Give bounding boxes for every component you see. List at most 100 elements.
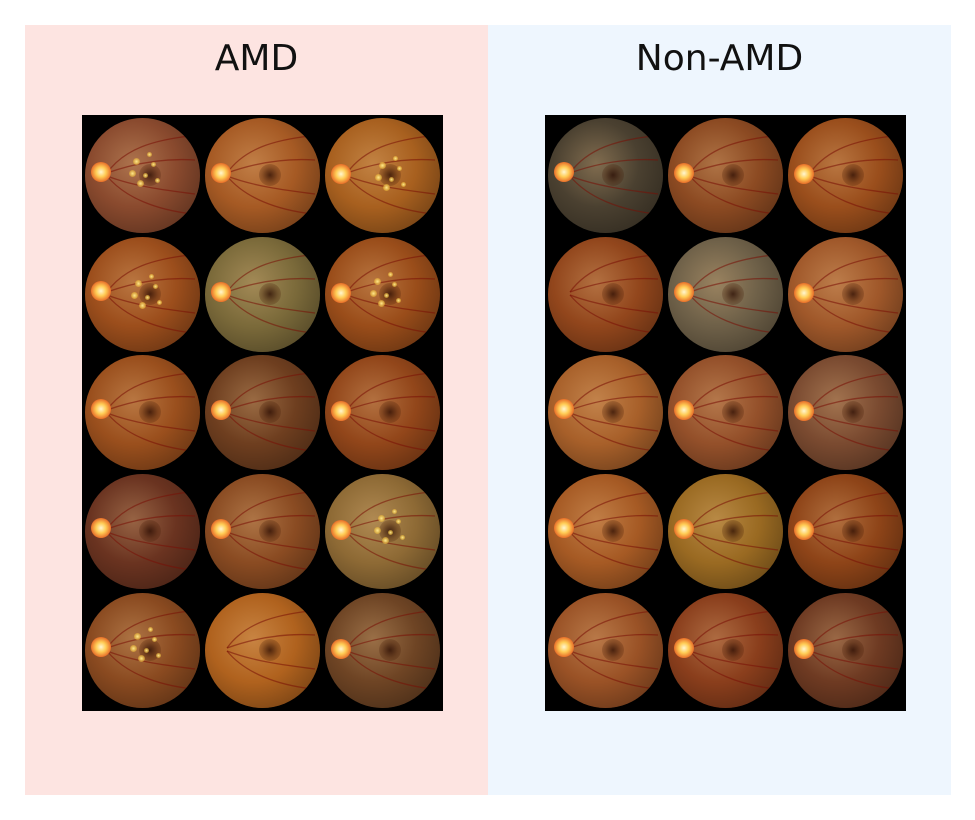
vessel bbox=[809, 531, 898, 551]
vessel bbox=[570, 175, 659, 195]
vessel bbox=[106, 531, 194, 571]
drusen-spot bbox=[144, 648, 150, 654]
vessel bbox=[570, 515, 659, 530]
vessel bbox=[689, 491, 774, 530]
amd-panel-title: AMD bbox=[214, 38, 299, 79]
vessel bbox=[106, 610, 191, 649]
macula bbox=[139, 520, 162, 543]
fundus-image-cell bbox=[547, 117, 665, 234]
vessel bbox=[226, 634, 316, 649]
fundus-photo bbox=[85, 117, 201, 233]
fundus-image-cell bbox=[323, 473, 441, 590]
drusen-spot bbox=[143, 172, 149, 178]
fundus-photo bbox=[85, 474, 201, 590]
vessel bbox=[106, 491, 191, 530]
macula bbox=[721, 163, 744, 186]
macula bbox=[258, 282, 281, 305]
drusen-spot bbox=[377, 515, 385, 523]
vessel bbox=[689, 158, 779, 174]
macula bbox=[139, 401, 162, 424]
vessel bbox=[809, 175, 896, 215]
fundus-image-cell bbox=[667, 236, 785, 353]
vessel bbox=[346, 650, 433, 690]
optic-disc bbox=[210, 281, 231, 302]
fundus-photo bbox=[204, 593, 320, 709]
drusen-spot bbox=[155, 177, 161, 183]
vessel bbox=[569, 531, 657, 571]
fundus-photo bbox=[204, 117, 320, 233]
drusen-spot bbox=[156, 653, 162, 659]
fundus-image-cell bbox=[204, 236, 322, 353]
amd-panel: AMD bbox=[25, 25, 488, 795]
vessel bbox=[346, 277, 435, 293]
fundus-photo bbox=[667, 474, 783, 590]
optic-disc bbox=[554, 518, 575, 539]
vessel bbox=[569, 135, 654, 174]
vessel bbox=[689, 413, 777, 453]
retinal-vessels bbox=[226, 372, 316, 453]
fundus-image-cell bbox=[667, 355, 785, 472]
vessel bbox=[226, 175, 316, 195]
vessel bbox=[346, 254, 430, 293]
optic-disc bbox=[673, 281, 694, 302]
fundus-photo bbox=[85, 355, 201, 471]
fundus-photo bbox=[548, 355, 664, 471]
fundus-image-cell bbox=[84, 236, 202, 353]
vessel bbox=[689, 412, 779, 433]
retinal-vessels bbox=[569, 135, 659, 215]
drusen-spot bbox=[152, 637, 158, 643]
macula bbox=[602, 282, 625, 305]
vessel bbox=[346, 531, 435, 551]
retinal-vessels bbox=[569, 610, 659, 690]
vessel bbox=[346, 491, 430, 530]
fundus-photo bbox=[667, 593, 783, 709]
vessel bbox=[809, 277, 898, 293]
drusen-spot bbox=[383, 292, 389, 298]
drusen-spot bbox=[395, 519, 401, 525]
fundus-photo bbox=[548, 117, 664, 233]
optic-disc bbox=[793, 639, 814, 660]
optic-disc bbox=[210, 162, 231, 183]
fundus-photo bbox=[204, 236, 320, 352]
fundus-image-cell bbox=[547, 592, 665, 709]
fundus-photo bbox=[667, 236, 783, 352]
macula bbox=[378, 639, 401, 662]
vessel bbox=[226, 531, 316, 551]
vessel bbox=[809, 294, 896, 334]
fundus-photo bbox=[787, 593, 903, 709]
optic-disc bbox=[554, 399, 575, 420]
vessel bbox=[226, 515, 316, 530]
fundus-photo bbox=[85, 593, 201, 709]
drusen-spot bbox=[373, 527, 381, 535]
vessel bbox=[106, 254, 191, 293]
vessel bbox=[809, 610, 893, 649]
drusen-spot bbox=[374, 173, 382, 181]
non-amd-panel-title: Non-AMD bbox=[635, 38, 804, 79]
drusen-spot bbox=[137, 179, 145, 187]
fundus-photo bbox=[324, 355, 440, 471]
vessel bbox=[809, 254, 893, 293]
fundus-photo bbox=[787, 236, 903, 352]
vessel bbox=[107, 175, 196, 195]
vessel bbox=[346, 135, 430, 174]
macula bbox=[258, 401, 281, 424]
drusen-spot bbox=[149, 273, 155, 279]
vessel bbox=[689, 254, 774, 293]
macula bbox=[378, 282, 401, 305]
fundus-image-cell bbox=[547, 355, 665, 472]
retinal-vessels bbox=[689, 491, 779, 571]
optic-disc bbox=[554, 161, 575, 182]
vessel bbox=[809, 650, 896, 690]
vessel bbox=[809, 396, 898, 412]
vessel bbox=[569, 491, 654, 530]
drusen-spot bbox=[381, 537, 389, 545]
fundus-photo bbox=[85, 236, 201, 352]
vessel bbox=[809, 135, 893, 174]
fundus-image-cell bbox=[204, 117, 322, 234]
fundus-photo bbox=[324, 236, 440, 352]
fundus-photo bbox=[324, 474, 440, 590]
retinal-vessels bbox=[226, 254, 316, 334]
fundus-photo bbox=[548, 593, 664, 709]
drusen-spot bbox=[131, 291, 139, 299]
vessel bbox=[689, 634, 779, 649]
